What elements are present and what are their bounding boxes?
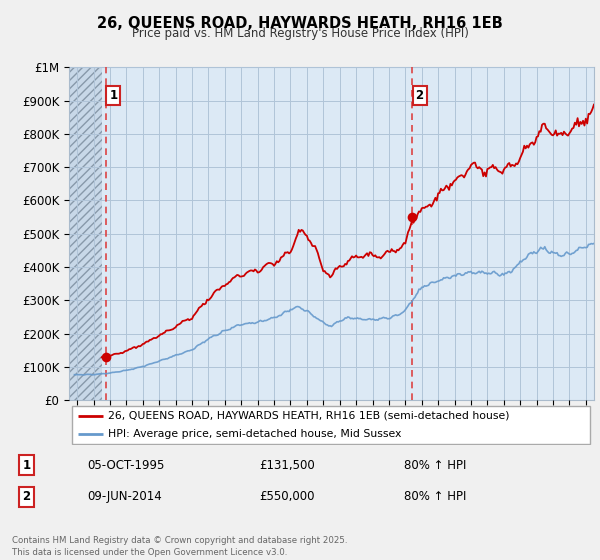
- Text: 1: 1: [22, 459, 31, 472]
- Text: £131,500: £131,500: [260, 459, 316, 472]
- Text: 2: 2: [415, 89, 424, 102]
- Text: 26, QUEENS ROAD, HAYWARDS HEATH, RH16 1EB: 26, QUEENS ROAD, HAYWARDS HEATH, RH16 1E…: [97, 16, 503, 31]
- Text: 26, QUEENS ROAD, HAYWARDS HEATH, RH16 1EB (semi-detached house): 26, QUEENS ROAD, HAYWARDS HEATH, RH16 1E…: [109, 411, 510, 421]
- FancyBboxPatch shape: [71, 407, 590, 444]
- Text: 09-JUN-2014: 09-JUN-2014: [87, 491, 161, 503]
- Bar: [69, 67, 102, 400]
- Text: £550,000: £550,000: [260, 491, 315, 503]
- Text: 05-OCT-1995: 05-OCT-1995: [87, 459, 164, 472]
- Text: Price paid vs. HM Land Registry's House Price Index (HPI): Price paid vs. HM Land Registry's House …: [131, 27, 469, 40]
- Text: 2: 2: [22, 491, 31, 503]
- Text: 1: 1: [109, 89, 118, 102]
- Text: 80% ↑ HPI: 80% ↑ HPI: [404, 459, 466, 472]
- Text: HPI: Average price, semi-detached house, Mid Sussex: HPI: Average price, semi-detached house,…: [109, 430, 402, 439]
- Text: 80% ↑ HPI: 80% ↑ HPI: [404, 491, 466, 503]
- Text: Contains HM Land Registry data © Crown copyright and database right 2025.
This d: Contains HM Land Registry data © Crown c…: [12, 536, 347, 557]
